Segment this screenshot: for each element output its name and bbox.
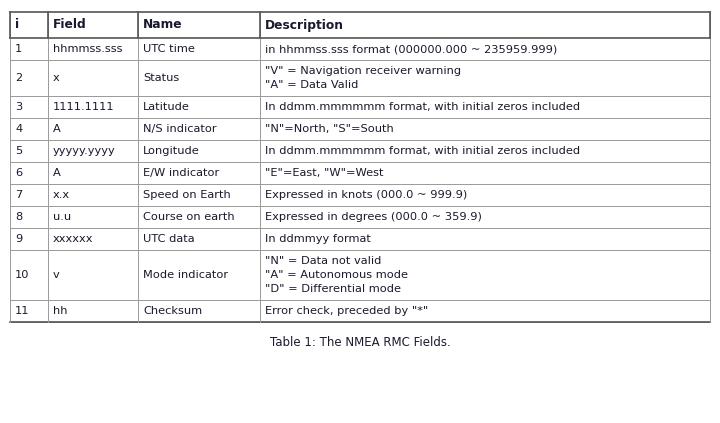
- Text: UTC data: UTC data: [143, 234, 194, 244]
- Text: In ddmmyy format: In ddmmyy format: [265, 234, 371, 244]
- Text: N/S indicator: N/S indicator: [143, 124, 217, 134]
- Text: Mode indicator: Mode indicator: [143, 270, 228, 280]
- Text: Latitude: Latitude: [143, 102, 190, 112]
- Text: "A" = Autonomous mode: "A" = Autonomous mode: [265, 270, 408, 280]
- Text: hhmmss.sss: hhmmss.sss: [53, 44, 122, 54]
- Text: Expressed in knots (000.0 ~ 999.9): Expressed in knots (000.0 ~ 999.9): [265, 190, 467, 200]
- Text: 9: 9: [15, 234, 22, 244]
- Text: 10: 10: [15, 270, 30, 280]
- Text: "E"=East, "W"=West: "E"=East, "W"=West: [265, 168, 384, 178]
- Text: Description: Description: [265, 19, 344, 31]
- Text: 5: 5: [15, 146, 22, 156]
- Text: Expressed in degrees (000.0 ~ 359.9): Expressed in degrees (000.0 ~ 359.9): [265, 212, 482, 222]
- Text: "D" = Differential mode: "D" = Differential mode: [265, 284, 401, 294]
- Text: In ddmm.mmmmmm format, with initial zeros included: In ddmm.mmmmmm format, with initial zero…: [265, 102, 580, 112]
- Text: Longitude: Longitude: [143, 146, 199, 156]
- Text: u.u: u.u: [53, 212, 71, 222]
- Text: Course on earth: Course on earth: [143, 212, 235, 222]
- Text: Field: Field: [53, 19, 86, 31]
- Text: 1: 1: [15, 44, 22, 54]
- Text: "N"=North, "S"=South: "N"=North, "S"=South: [265, 124, 394, 134]
- Text: 8: 8: [15, 212, 22, 222]
- Text: In ddmm.mmmmmm format, with initial zeros included: In ddmm.mmmmmm format, with initial zero…: [265, 146, 580, 156]
- Text: Status: Status: [143, 73, 179, 83]
- Text: 6: 6: [15, 168, 22, 178]
- Text: i: i: [15, 19, 19, 31]
- Text: Checksum: Checksum: [143, 306, 202, 316]
- Text: UTC time: UTC time: [143, 44, 195, 54]
- Text: in hhmmss.sss format (000000.000 ~ 235959.999): in hhmmss.sss format (000000.000 ~ 23595…: [265, 44, 557, 54]
- Text: Speed on Earth: Speed on Earth: [143, 190, 230, 200]
- Text: yyyyy.yyyy: yyyyy.yyyy: [53, 146, 116, 156]
- Text: 11: 11: [15, 306, 30, 316]
- Text: "V" = Navigation receiver warning: "V" = Navigation receiver warning: [265, 66, 461, 76]
- Text: 3: 3: [15, 102, 22, 112]
- Text: 2: 2: [15, 73, 22, 83]
- Text: x: x: [53, 73, 60, 83]
- Text: 4: 4: [15, 124, 22, 134]
- Text: "N" = Data not valid: "N" = Data not valid: [265, 256, 382, 266]
- Text: "A" = Data Valid: "A" = Data Valid: [265, 80, 359, 90]
- Text: E/W indicator: E/W indicator: [143, 168, 220, 178]
- Text: v: v: [53, 270, 60, 280]
- Text: Name: Name: [143, 19, 183, 31]
- Text: hh: hh: [53, 306, 68, 316]
- Text: 7: 7: [15, 190, 22, 200]
- Text: x.x: x.x: [53, 190, 70, 200]
- Text: A: A: [53, 168, 60, 178]
- Text: 1111.1111: 1111.1111: [53, 102, 114, 112]
- Text: Table 1: The NMEA RMC Fields.: Table 1: The NMEA RMC Fields.: [269, 336, 451, 349]
- Text: Error check, preceded by "*": Error check, preceded by "*": [265, 306, 428, 316]
- Text: xxxxxx: xxxxxx: [53, 234, 94, 244]
- Text: A: A: [53, 124, 60, 134]
